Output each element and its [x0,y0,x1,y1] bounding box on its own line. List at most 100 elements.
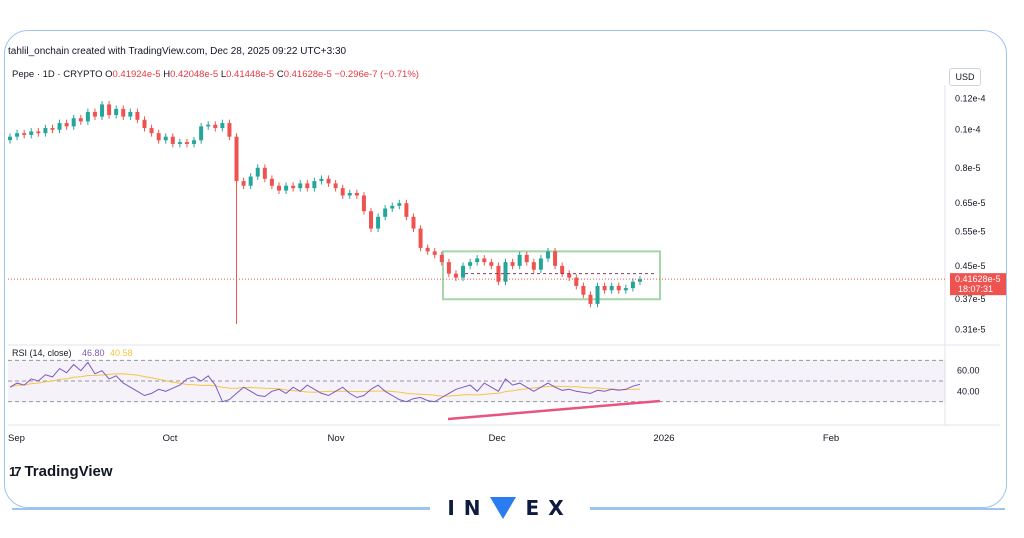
candle-body [298,183,303,189]
candle-body [461,265,466,278]
candle-body [50,128,55,130]
candle-body [319,178,324,182]
candle-body [177,142,182,144]
candle-body [453,273,458,278]
candle-body [29,131,34,135]
candle-body [248,176,253,186]
ohlc-label-l: L [220,69,227,80]
range-box [442,250,661,301]
candle-body [468,262,473,266]
candle-body [609,285,614,291]
candle-body [567,273,572,278]
candle-body [305,183,310,189]
candle-body [269,178,274,186]
rsi-divergence-line [447,399,661,421]
candle-body [411,216,416,229]
candle-body [432,251,437,255]
candle-body [390,205,395,209]
time-tick-label: Sep [8,433,25,444]
candle-body [383,208,388,217]
candle-body [588,294,593,304]
candle-body [78,118,83,122]
ohlc-legend: Pepe · 1D · CRYPTO O0.41924e-5 H0.42048e… [12,69,419,80]
candle-body [340,188,345,196]
price-tick-label: 0.55e-5 [955,227,986,237]
candle-body [128,111,133,117]
brand-v-icon [489,497,516,519]
candle-body [475,258,480,263]
candle-body [114,108,119,116]
candle-body [397,203,402,206]
candle-body [510,262,515,266]
currency-button[interactable]: USD [949,68,981,86]
candle-body [57,123,62,130]
time-tick-label: Dec [489,433,506,444]
candle-body [630,281,635,289]
candle-body [71,118,76,127]
candle-body [553,251,558,266]
candle-body [184,142,189,144]
candle-body [149,128,154,134]
tradingview-logo: 17 TradingView [9,463,113,480]
candle-body [446,262,451,274]
candle-body [333,183,338,189]
candle-body [234,136,239,182]
rsi-value: 46.80 [82,348,105,358]
ohlc-label-h: H [163,69,171,80]
rsi-tick-label: 40.00 [957,386,980,396]
candle-body [602,285,607,291]
candle-body [170,136,175,144]
candle-body [142,119,147,129]
price-tick-label: 0.8e-5 [955,163,981,173]
ohlc-high: 0.42048e-5 [170,69,219,80]
ohlc-label-c: C [276,69,284,80]
candle-body [560,265,565,274]
candle-body [107,104,112,116]
brand-divider-left [12,508,432,510]
ohlc-close: 0.41628e-5 [283,69,332,80]
time-tick-label: Feb [823,433,839,444]
tradingview-mark-icon: 17 [9,464,22,479]
candle-body [262,167,267,179]
time-tick-label: Oct [163,433,178,444]
ohlc-change: −0.296e-7 (−0.71%) [334,69,419,80]
brand-divider-right [590,508,1005,510]
rsi-ma-value: 40.58 [110,348,133,358]
rsi-ma-line [9,373,641,397]
brand-text-right: EX [525,496,573,520]
candle-body [638,279,642,282]
candle-body [192,140,197,144]
candle-body [291,185,296,189]
candle-body [517,254,522,266]
candle-body [213,124,218,129]
candle-body [531,262,536,270]
candle-body [156,133,161,141]
candle-body [595,285,600,304]
candle-body [425,247,430,252]
candle-body [524,254,529,263]
price-tick-label: 0.37e-5 [955,294,986,304]
candle-body [100,104,105,117]
brand-text-left: IN [447,496,490,520]
candle-body [616,285,621,291]
candle-body [574,277,579,286]
candle-body [163,136,168,141]
candle-body [199,126,204,141]
candle-body [347,192,352,196]
price-tick-label: 0.1e-4 [955,125,981,135]
candle-body [121,108,126,117]
candle-body [135,111,140,120]
candle-body [376,216,381,229]
candle-body [43,128,48,134]
candle-body [439,254,444,263]
candle-body [538,258,543,270]
candle-body [36,131,41,134]
price-tick-label: 0.31e-5 [955,324,986,334]
symbol-line: Pepe · 1D · CRYPTO [12,69,103,80]
ohlc-low: 0.41448e-5 [226,69,275,80]
last-price-badge [950,273,1006,296]
candle-body [220,123,225,129]
candle-body [404,203,409,217]
rsi-label: RSI (14, close) [12,348,72,358]
